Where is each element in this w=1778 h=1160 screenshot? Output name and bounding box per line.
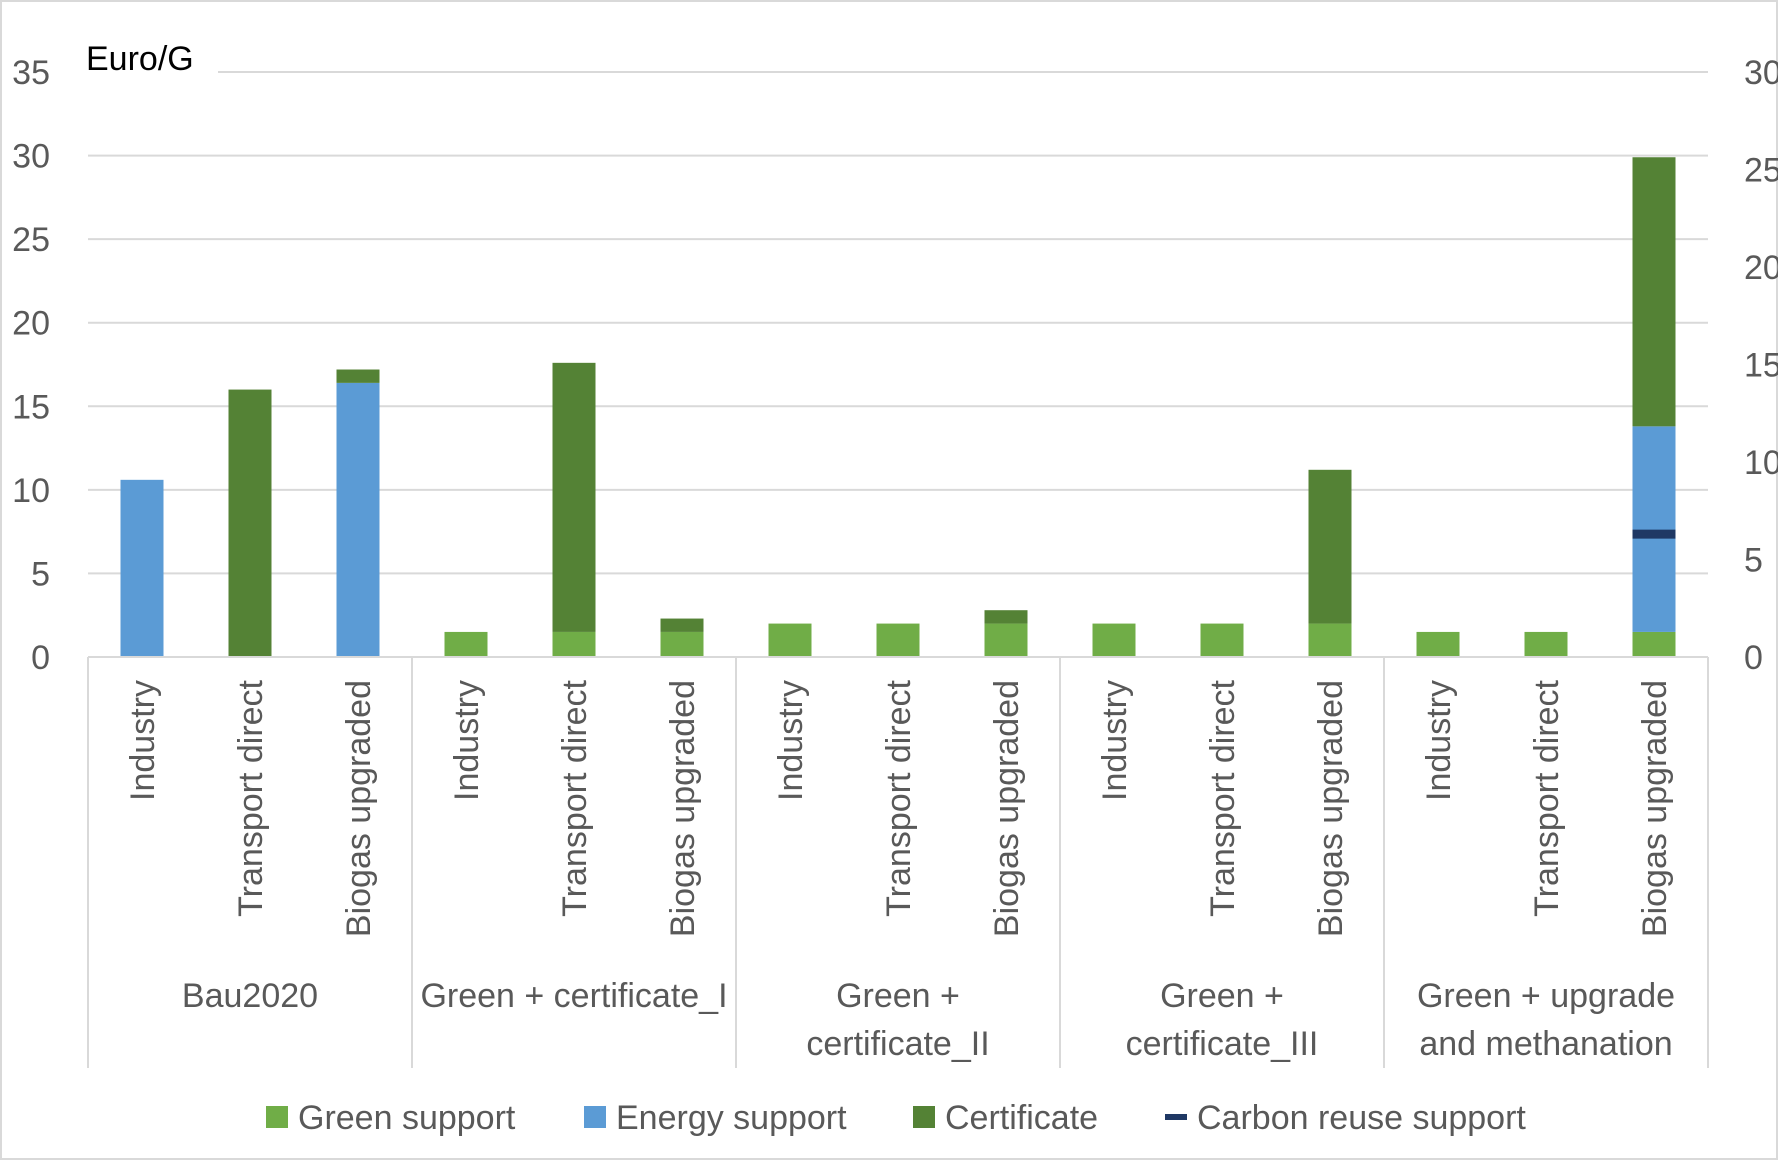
y-left-tick-label: 5	[31, 555, 50, 593]
y-left-tick-label: 35	[12, 54, 50, 92]
bar-segment	[336, 369, 380, 383]
legend-swatch	[913, 1106, 935, 1128]
legend-swatch	[266, 1106, 288, 1128]
category-label: Industry	[1420, 680, 1458, 801]
category-label: Transport direct	[1528, 679, 1566, 916]
group-label: and methanation	[1419, 1025, 1672, 1063]
category-label: Biogas upgraded	[340, 680, 378, 937]
y-left-tick-label: 20	[12, 305, 50, 343]
y-left-tick-label: 10	[12, 472, 50, 510]
legend-swatch	[584, 1106, 606, 1128]
bar-segment	[1632, 631, 1676, 657]
y-right-tick-label: 5	[1744, 542, 1763, 580]
category-label: Biogas upgraded	[1636, 680, 1674, 937]
y-right-tick-label: 20	[1744, 249, 1778, 287]
bar-segment	[1416, 631, 1460, 657]
group-label: Green + certificate_I	[420, 977, 727, 1015]
group-label: Green +	[836, 977, 960, 1015]
bar-segment	[1200, 623, 1244, 657]
group-label: Green +	[1160, 977, 1284, 1015]
bar-segment	[660, 618, 704, 632]
y-left-tick-label: 30	[12, 138, 50, 176]
group-label: certificate_II	[806, 1025, 989, 1063]
legend-label: Certificate	[945, 1099, 1098, 1137]
legend-label: Carbon reuse support	[1197, 1099, 1526, 1137]
category-label: Biogas upgraded	[988, 680, 1026, 937]
unit-label: Euro/G	[86, 40, 194, 78]
category-label: Transport direct	[556, 679, 594, 916]
y-left-tick-label: 0	[31, 639, 50, 677]
bar-segment	[444, 631, 488, 657]
category-label: Transport direct	[1204, 679, 1242, 916]
bar-segment	[552, 631, 596, 657]
y-left-tick-label: 25	[12, 221, 50, 259]
category-label: Industry	[448, 680, 486, 801]
category-label: Biogas upgraded	[664, 680, 702, 937]
y-right-tick-label: 15	[1744, 347, 1778, 385]
group-label: Bau2020	[182, 977, 318, 1015]
category-label: Biogas upgraded	[1312, 680, 1350, 937]
category-label: Transport direct	[232, 679, 270, 916]
bar-segment	[768, 623, 812, 657]
group-label: Green + upgrade	[1417, 977, 1675, 1015]
legend-label: Green support	[298, 1099, 516, 1137]
bar-segment	[336, 382, 380, 657]
bar-segment	[876, 623, 920, 657]
bar-segment	[552, 362, 596, 632]
bar-segment	[984, 610, 1028, 624]
category-label: Industry	[772, 680, 810, 801]
y-right-tick-label: 30	[1744, 54, 1778, 92]
y-right-tick-label: 10	[1744, 444, 1778, 482]
bar-segment	[984, 623, 1028, 657]
bar-segment	[1632, 426, 1676, 632]
y-right-tick-label: 0	[1744, 639, 1763, 677]
category-label: Industry	[1096, 680, 1134, 801]
bar-segment	[1632, 157, 1676, 427]
bar-segment	[1092, 623, 1136, 657]
legend-label: Energy support	[616, 1099, 847, 1137]
category-label: Industry	[124, 680, 162, 801]
bar-segment	[120, 479, 164, 657]
bar-segment	[1524, 631, 1568, 657]
category-label: Transport direct	[880, 679, 918, 916]
bar-segment	[660, 631, 704, 657]
bar-segment	[228, 389, 272, 657]
bar-segment	[1308, 469, 1352, 624]
y-left-tick-label: 15	[12, 388, 50, 426]
y-right-tick-label: 25	[1744, 152, 1778, 190]
bar-segment	[1308, 623, 1352, 657]
group-label: certificate_III	[1126, 1025, 1319, 1063]
